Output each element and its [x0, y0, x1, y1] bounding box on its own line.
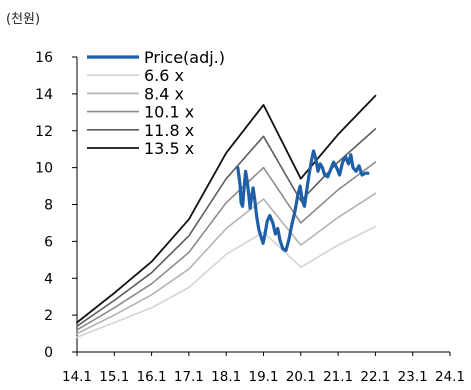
- series-line: [76, 225, 377, 339]
- x-tick-label: 24.1: [435, 370, 465, 385]
- legend: Price(adj.)6.6 x8.4 x10.1 x11.8 x13.5 x: [87, 48, 225, 158]
- x-tick-label: 20.1: [286, 370, 316, 385]
- x-tick-label: 14.1: [62, 370, 92, 385]
- legend-label: Price(adj.): [144, 48, 225, 67]
- series-line: [76, 94, 377, 324]
- y-tick-label: 0: [44, 345, 53, 361]
- legend-label: 10.1 x: [144, 103, 194, 122]
- series-lines: [76, 94, 377, 339]
- series-line: [76, 192, 377, 335]
- legend-label: 6.6 x: [144, 66, 184, 85]
- legend-label: 8.4 x: [144, 84, 184, 103]
- y-tick-label: 10: [35, 161, 53, 177]
- y-tick-label: 6: [44, 234, 53, 250]
- series-line: [76, 161, 377, 331]
- x-tick-label: 23.1: [398, 370, 428, 385]
- x-tick-label: 16.1: [137, 370, 167, 385]
- unit-label: (천원): [6, 12, 41, 27]
- y-tick-label: 2: [44, 308, 53, 324]
- y-tick-label: 12: [35, 124, 53, 140]
- legend-label: 13.5 x: [144, 139, 194, 158]
- legend-label: 11.8 x: [144, 121, 194, 140]
- x-tick-label: 18.1: [211, 370, 241, 385]
- y-tick-label: 16: [35, 50, 53, 66]
- y-tick-label: 4: [44, 271, 53, 287]
- x-tick-label: 19.1: [249, 370, 279, 385]
- x-tick-label: 22.1: [360, 370, 390, 385]
- x-tick-label: 17.1: [174, 370, 204, 385]
- y-tick-label: 8: [44, 198, 53, 214]
- y-tick-label: 14: [35, 87, 53, 103]
- x-tick-label: 15.1: [99, 370, 129, 385]
- series-line: [236, 149, 370, 253]
- x-tick-label: 21.1: [323, 370, 353, 385]
- axes: 0 2 4 6 8 10 12 14 16 14.1 15.1 16.1 17.1 18.1 19.1 20.…: [35, 50, 465, 385]
